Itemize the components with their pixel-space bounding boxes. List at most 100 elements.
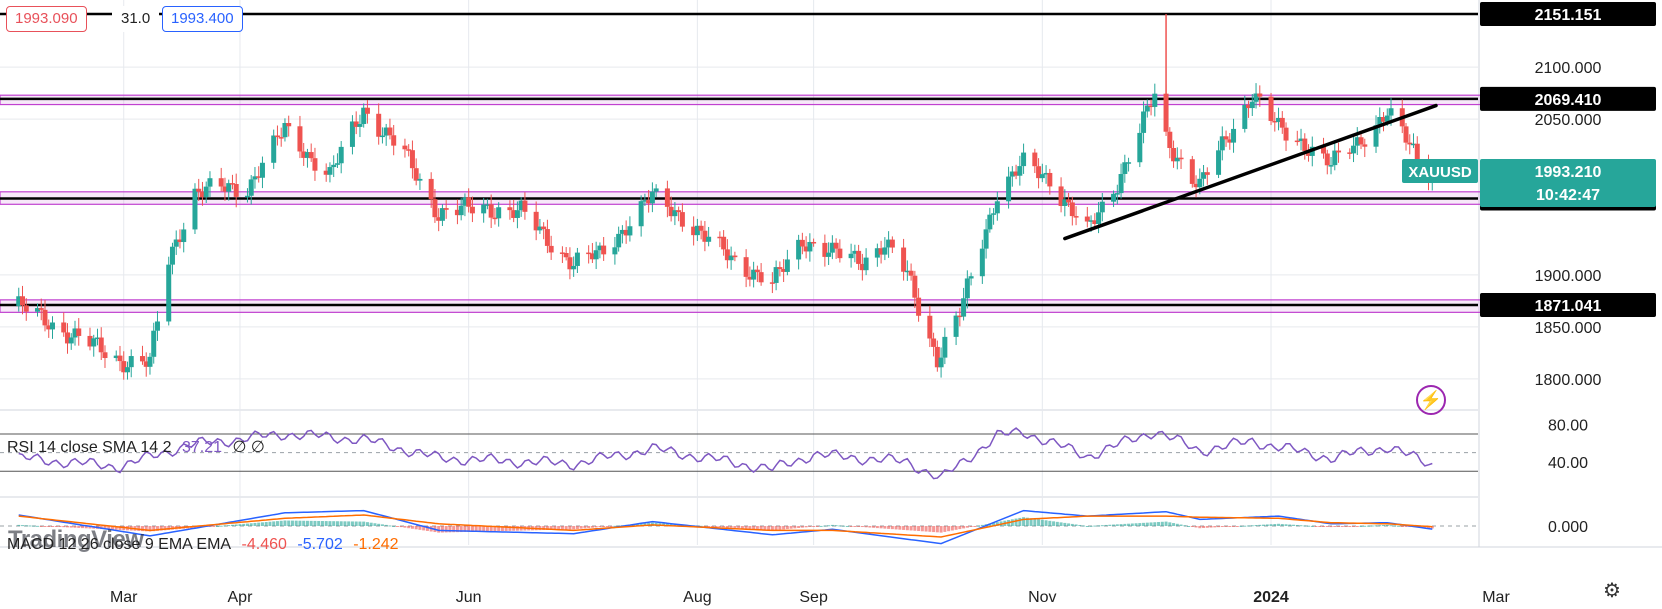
macd-histogram-bar (560, 526, 564, 530)
macd-histogram-bar (1258, 524, 1262, 526)
candle-body (1242, 104, 1248, 129)
macd-histogram-bar (1198, 526, 1202, 529)
candle-body (511, 210, 517, 218)
macd-histogram-bar (549, 526, 553, 530)
macd-histogram-bar (763, 526, 767, 530)
macd-histogram-bar (1160, 521, 1164, 526)
candle-body (19, 296, 25, 306)
macd-histogram-bar (17, 524, 21, 526)
candle-body (882, 247, 888, 255)
candle-body (586, 252, 592, 255)
price-axis-tick: 2050.000 (1535, 112, 1602, 129)
candle-body (259, 162, 265, 178)
macd-histogram-bar (804, 526, 808, 528)
candle-body (1021, 152, 1027, 167)
macd-histogram-bar (504, 526, 508, 531)
rsi-legend-extra: ∅ ∅ (232, 439, 265, 456)
macd-histogram-bar (110, 526, 114, 530)
candle-body (1062, 199, 1068, 206)
time-axis-label: Aug (683, 589, 711, 606)
candle-body (826, 252, 832, 257)
candle-body (1006, 176, 1012, 202)
candle-body (878, 248, 884, 255)
macd-histogram-bar (215, 526, 219, 527)
settings-gear-icon[interactable]: ⚙ (1603, 580, 1621, 602)
bar-countdown: 10:42:47 (1536, 187, 1600, 204)
candle-body (1223, 136, 1229, 140)
candle-body (601, 245, 607, 255)
candle-body (938, 357, 944, 368)
macd-histogram-bar (1352, 526, 1356, 527)
macd-histogram-bar (812, 526, 816, 527)
macd-histogram-bar (1370, 525, 1374, 527)
macd-histogram-bar (913, 526, 917, 531)
candle-body (927, 315, 933, 339)
macd-histogram-bar (1250, 525, 1254, 527)
candle-body (859, 263, 865, 271)
lightning-icon[interactable]: ⚡ (1416, 385, 1446, 415)
macd-histogram-bar (1067, 523, 1071, 526)
candle-body (1118, 174, 1124, 194)
candle-body (196, 188, 202, 192)
candle-body (1058, 186, 1064, 206)
macd-histogram-bar (635, 523, 639, 526)
candle-body (364, 107, 370, 114)
candle-body (1167, 131, 1173, 148)
macd-histogram-bar (144, 526, 148, 532)
macd-histogram-bar (328, 521, 332, 526)
rsi-legend-name: RSI 14 close SMA 14 2 (7, 439, 172, 456)
candle-body (1039, 174, 1045, 179)
macd-histogram-bar (1172, 523, 1176, 526)
buy-price-badge[interactable]: 1993.400 (162, 6, 243, 32)
rsi-legend: RSI 14 close SMA 14 2 37.21 ∅ ∅ (7, 437, 271, 457)
candle-body (278, 137, 284, 139)
candle-body (961, 298, 967, 317)
macd-histogram-bar (260, 522, 264, 526)
candle-body (953, 315, 959, 337)
candle-body (1141, 111, 1147, 133)
candle-body (297, 126, 303, 152)
macd-histogram-bar (238, 524, 242, 526)
candle-body (432, 199, 438, 218)
macd-histogram-bar (309, 520, 313, 526)
rsi-line (18, 427, 1433, 480)
candle-body (301, 151, 307, 158)
candle-body (327, 167, 333, 175)
candle-body (248, 179, 254, 196)
candle-body (76, 328, 82, 336)
macd-histogram-bar (388, 525, 392, 527)
candle-body (34, 308, 40, 312)
candle-body (533, 211, 539, 231)
macd-histogram-bar (800, 526, 804, 528)
candle-body (1298, 138, 1304, 141)
candle-body (694, 225, 700, 236)
macd-histogram-bar (1220, 526, 1224, 527)
macd-histogram-bar (212, 526, 216, 527)
macd-histogram-bar (1430, 526, 1434, 529)
macd-histogram-bar (1303, 525, 1307, 527)
macd-histogram-bar (1389, 525, 1393, 527)
macd-histogram-bar (774, 526, 778, 531)
macd-histogram-bar (707, 526, 711, 527)
candle-body (143, 361, 149, 367)
macd-histogram-bar (377, 523, 381, 526)
candle-body (991, 213, 997, 215)
macd-histogram-bar (1127, 523, 1131, 526)
candle-body (721, 236, 727, 250)
candle-body (338, 146, 344, 164)
candle-body (706, 236, 712, 242)
macd-histogram-bar (223, 525, 227, 527)
macd-histogram-bar (894, 526, 898, 530)
candle-body (1328, 165, 1334, 167)
candle-body (331, 164, 337, 168)
candle-body (496, 207, 502, 219)
macd-histogram-bar (1190, 526, 1194, 527)
candle-body (1017, 166, 1023, 176)
macd-histogram-bar (1059, 522, 1063, 526)
macd-histogram-bar (883, 526, 887, 529)
sell-price-badge[interactable]: 1993.090 (6, 6, 87, 32)
candle-body (901, 247, 907, 272)
macd-histogram-bar (1018, 517, 1022, 526)
candle-body (612, 247, 618, 255)
